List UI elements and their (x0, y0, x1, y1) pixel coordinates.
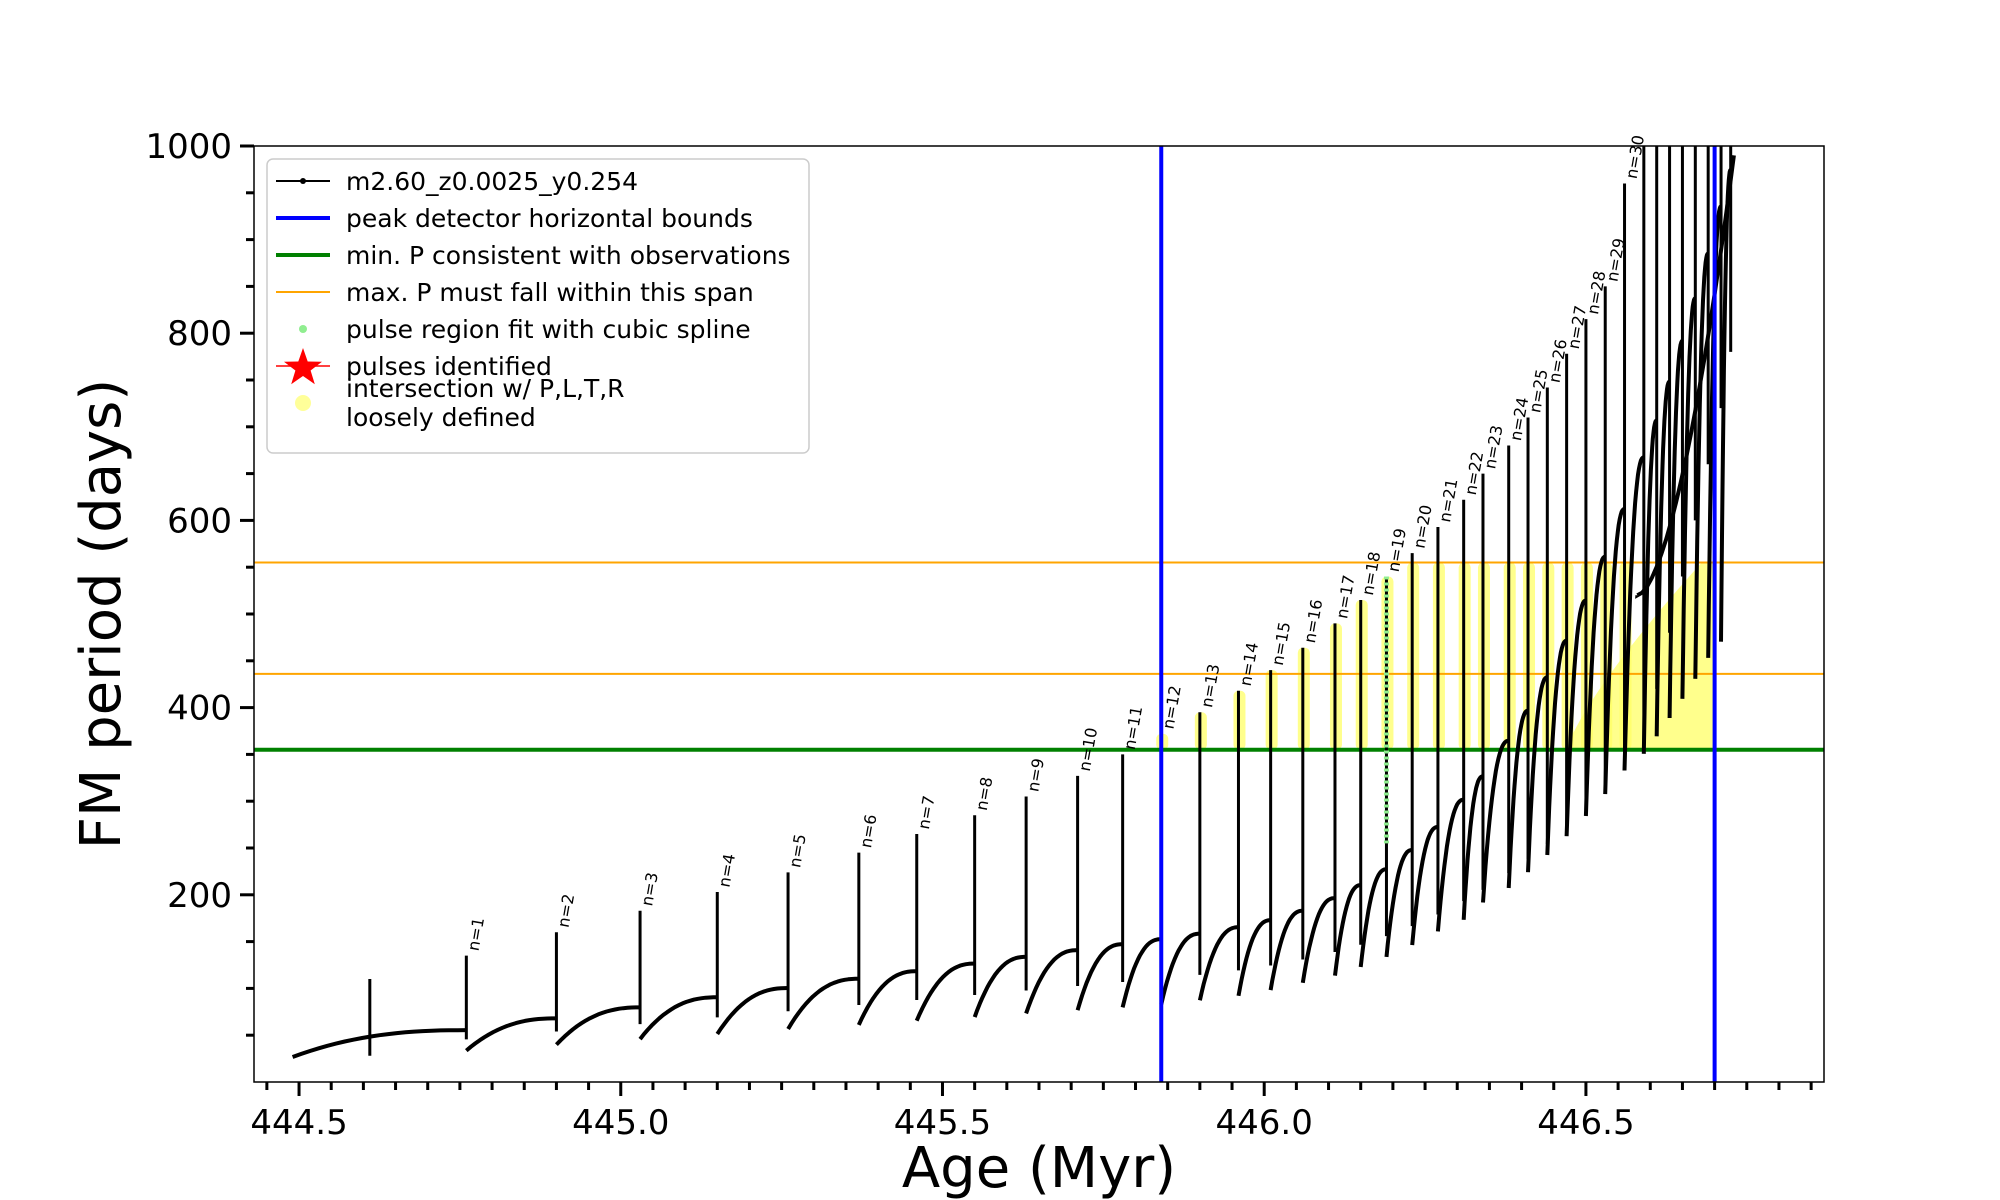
track-segment (1333, 883, 1362, 976)
track-segment (554, 1005, 641, 1046)
x-tick-label: 446.0 (1216, 1103, 1313, 1143)
legend-swatch-dot (295, 395, 311, 411)
x-tick-label: 445.5 (894, 1103, 991, 1143)
legend-label: m2.60_z0.0025_y0.254 (346, 167, 638, 196)
y-tick-label: 1000 (145, 127, 232, 167)
track-segment (1358, 867, 1388, 968)
legend-label: intersection w/ P,L,T,R (346, 374, 625, 403)
pulse-spikes (368, 146, 1733, 1056)
track-segment (1159, 931, 1200, 1005)
track-segment (715, 986, 789, 1036)
track-segment (1197, 925, 1239, 1001)
legend-label: max. P must fall within this span (346, 278, 754, 307)
y-tick-label: 200 (167, 876, 232, 916)
legend-label: min. P consistent with observations (346, 241, 791, 270)
track-segment (1024, 948, 1078, 1015)
legend-swatch-dot (300, 178, 306, 184)
track-segment (1545, 638, 1568, 856)
track-segment (1564, 598, 1587, 837)
x-axis-title: Age (Myr) (902, 1136, 1176, 1200)
track-segment (638, 995, 718, 1041)
legend-star (284, 348, 322, 385)
track-segment (1583, 554, 1607, 817)
track-segment (1667, 339, 1684, 719)
track-segment (972, 954, 1027, 1018)
x-tick-label: 446.5 (1537, 1103, 1634, 1143)
intersection-cloud (1566, 562, 1715, 750)
track-segment (914, 961, 975, 1022)
x-tick-label: 445.0 (572, 1103, 669, 1143)
track-segment (1526, 675, 1549, 873)
legend-label-line2: loosely defined (346, 403, 536, 432)
final-rise (1635, 155, 1736, 599)
x-tick-label: 444.5 (250, 1103, 347, 1143)
track-segment (1603, 507, 1626, 795)
track-segment (1481, 738, 1510, 903)
track-segment (1300, 896, 1336, 984)
legend-box (266, 158, 810, 454)
track-segment (786, 976, 859, 1031)
legend-label: peak detector horizontal bounds (346, 204, 753, 233)
track-segment (1435, 797, 1465, 932)
track-segment (1641, 418, 1659, 754)
y-tick-label: 800 (167, 314, 232, 354)
track-segment (1268, 908, 1304, 991)
track-segment (1075, 942, 1123, 1011)
track-segment (1410, 825, 1439, 946)
y-axis-title: FM period (days) (69, 379, 134, 849)
track-segment (856, 969, 917, 1026)
legend-swatch-dot (299, 325, 307, 333)
intersection-regions (1156, 562, 1715, 750)
track-segment (1654, 379, 1671, 737)
legend-label: pulse region fit with cubic spline (346, 315, 751, 344)
track-segment (1680, 296, 1697, 699)
axis-ticks: 444.5 445.0 445.5 446.0 446.5 200 400 600 800 100… (145, 127, 1813, 1143)
track-segment (1622, 455, 1645, 771)
y-tick-label: 400 (167, 689, 232, 729)
track-segment (1384, 848, 1413, 958)
track-segment (1506, 708, 1530, 889)
track-segment (1461, 774, 1484, 920)
legend-label: pulses identified (346, 352, 552, 381)
track-segment (291, 1028, 467, 1059)
track-segment (465, 1016, 557, 1053)
track-segment (1236, 918, 1271, 997)
track-segment (1693, 251, 1710, 679)
y-tick-label: 600 (167, 501, 232, 541)
data-layer (254, 146, 1824, 1082)
track-segment (1120, 937, 1162, 1008)
